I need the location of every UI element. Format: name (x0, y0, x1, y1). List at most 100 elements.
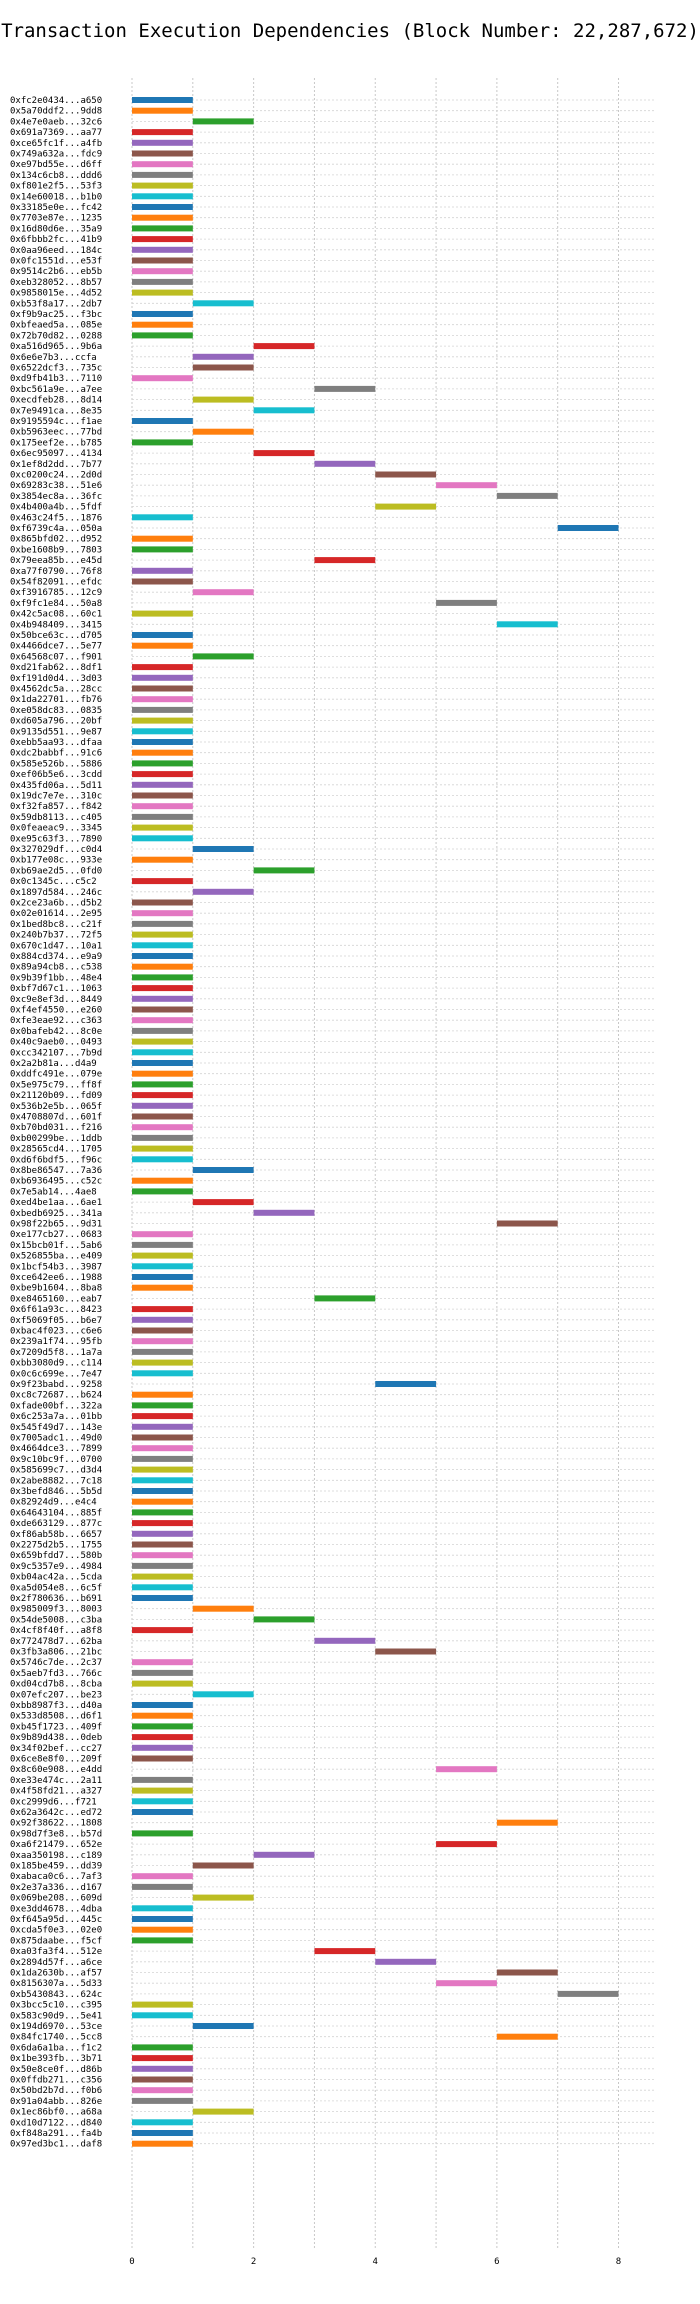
transaction-bar (132, 771, 193, 778)
transaction-label: 0x0aa96eed...184c (10, 246, 102, 256)
transaction-label: 0x2894d57f...a6ce (10, 1958, 102, 1968)
transaction-bar (132, 1830, 193, 1837)
transaction-bar (132, 1488, 193, 1494)
transaction-bar (132, 1798, 193, 1805)
transaction-bar (132, 728, 193, 735)
transaction-label: 0x0c1345c...c5c2 (10, 877, 97, 887)
transaction-label: 0x1ec86bf0...a68a (10, 2108, 102, 2118)
transaction-bar (132, 1070, 193, 1077)
transaction-label: 0xef06b5e6...3cdd (10, 770, 102, 780)
transaction-bar (496, 621, 558, 628)
transaction-label: 0x9195594c...f1ae (10, 417, 102, 427)
transaction-bar (132, 1787, 193, 1794)
transaction-label: 0xb5963eec...77bd (10, 428, 102, 438)
transaction-label: 0x865bfd02...d952 (10, 535, 102, 545)
transaction-bar (132, 578, 193, 585)
transaction-bar (132, 953, 193, 959)
transaction-label: 0x6f61a93c...8423 (10, 1305, 102, 1315)
transaction-label: 0x7209d5f8...1a7a (10, 1348, 102, 1358)
transaction-label: 0xb5430843...624c (10, 1990, 102, 2000)
transaction-label: 0x50bce63c...d705 (10, 631, 102, 641)
transaction-bar (132, 1809, 193, 1815)
transaction-label: 0xbac4f023...c6e6 (10, 1327, 102, 1337)
transaction-bar (132, 1413, 193, 1420)
transaction-bar (375, 1648, 437, 1655)
transaction-bar (192, 888, 254, 895)
transaction-label: 0xb69ae2d5...0fd0 (10, 866, 102, 876)
transaction-label: 0x4cf8f40f...a8f8 (10, 1626, 102, 1636)
transaction-label: 0x62a3642c...ed72 (10, 1808, 102, 1818)
transaction-label: 0xecdfeb28...8d14 (10, 396, 102, 406)
transaction-bar (132, 236, 193, 243)
transaction-label: 0x8156307a...5d33 (10, 1979, 102, 1989)
transaction-bar (132, 1937, 193, 1944)
transaction-bar (132, 1584, 193, 1591)
transaction-bar (557, 1990, 619, 1997)
transaction-label: 0xb00299be...1ddb (10, 1134, 102, 1144)
transaction-bar (132, 2076, 193, 2083)
transaction-label: 0xf32fa857...f842 (10, 802, 102, 812)
transaction-label: 0x15bcb01f...5ab6 (10, 1241, 102, 1251)
transaction-label: 0x884cd374...e9a9 (10, 952, 102, 962)
transaction-label: 0x545f49d7...143e (10, 1423, 102, 1433)
transaction-label: 0x6e6e7b3...ccfa (10, 353, 97, 363)
transaction-bar (132, 161, 193, 168)
transaction-label: 0x1be393fb...3b71 (10, 2054, 102, 2064)
transaction-label: 0xc8c72687...b624 (10, 1391, 102, 1401)
transaction-label: 0xe058dc83...0835 (10, 706, 102, 716)
transaction-label: 0x02e01614...2e95 (10, 909, 102, 919)
transaction-label: 0x4b400a4b...5fdf (10, 503, 102, 513)
transaction-bar (132, 1552, 193, 1559)
transaction-bar (132, 204, 193, 210)
transaction-label: 0x07efc207...be23 (10, 1690, 102, 1700)
transaction-bar (132, 792, 193, 799)
transaction-label: 0x97ed3bc1...daf8 (10, 2140, 102, 2150)
transaction-bar (496, 1220, 558, 1227)
transaction-label: 0x4466dce7...5e77 (10, 642, 102, 652)
transaction-bar (132, 1017, 193, 1024)
transaction-label: 0x69283c38...51e6 (10, 481, 102, 491)
transaction-bar (132, 1466, 193, 1473)
transaction-label: 0x875daabe...f5cf (10, 1936, 102, 1946)
transaction-label: 0x98f22b65...9d31 (10, 1220, 102, 1230)
transaction-bar (132, 268, 193, 275)
transaction-label: 0x1bed8bc8...c21f (10, 920, 102, 930)
transaction-bar (192, 428, 254, 435)
transaction-bar (253, 343, 315, 350)
transaction-bar (132, 813, 193, 820)
transaction-label: 0x3fb3a806...21bc (10, 1648, 102, 1658)
transaction-label: 0x0ffdb271...c356 (10, 2076, 102, 2086)
transaction-label: 0x435fd06a...5d11 (10, 781, 102, 791)
transaction-bar (132, 1723, 193, 1730)
transaction-label: 0xf801e2f5...53f3 (10, 182, 102, 192)
transaction-bar (132, 1252, 193, 1259)
transaction-bar (314, 1637, 376, 1644)
transaction-bar (132, 706, 193, 713)
transaction-bar (132, 2087, 193, 2094)
transaction-bar (132, 567, 193, 574)
transaction-bar (132, 1905, 193, 1912)
transaction-bar (132, 1284, 193, 1291)
transaction-bar (557, 525, 619, 531)
transaction-label: 0x670c1d47...10a1 (10, 941, 102, 951)
transaction-bar (132, 1562, 193, 1569)
transaction-label: 0x82924d9...e4c4 (10, 1498, 97, 1508)
transaction-bar (132, 803, 193, 810)
transaction-bar (132, 2001, 193, 2008)
transaction-bar (132, 546, 193, 553)
transaction-bar (132, 1445, 193, 1452)
transaction-bar (132, 1134, 193, 1141)
transaction-label: 0xd605a796...20bf (10, 717, 102, 727)
transaction-bar (132, 1370, 193, 1377)
transaction-label: 0x0c6c699e...7e47 (10, 1369, 102, 1379)
transaction-label: 0xe8465160...eab7 (10, 1294, 102, 1304)
transaction-bar (192, 1167, 254, 1173)
transaction-bar (132, 920, 193, 927)
transaction-label: 0x72b70d82...0288 (10, 331, 102, 341)
transaction-bar (132, 1274, 193, 1280)
transaction-bar (132, 1027, 193, 1034)
transaction-label: 0x8c60e908...e4dd (10, 1765, 102, 1775)
transaction-bar (496, 2033, 558, 2040)
transaction-label: 0x9b39f1bb...48e4 (10, 973, 102, 983)
transaction-label: 0xa516d965...9b6a (10, 342, 102, 352)
